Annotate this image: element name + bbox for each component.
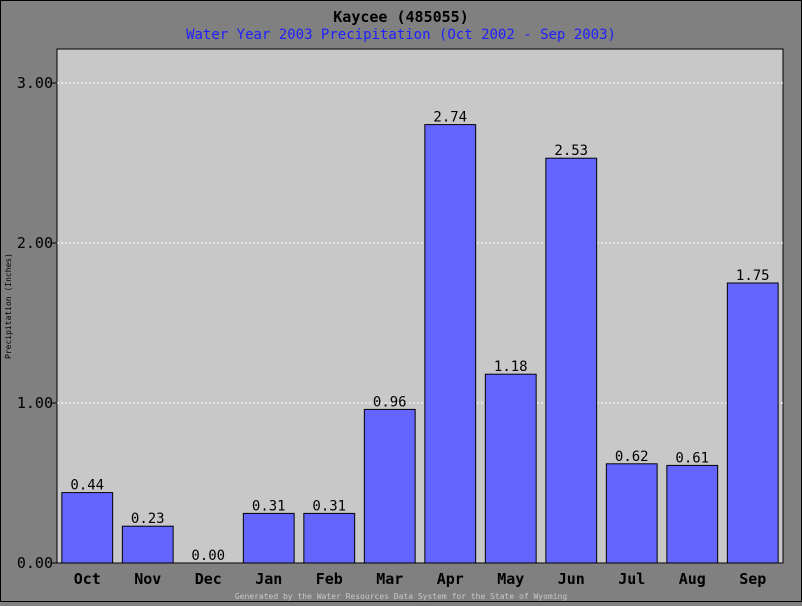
value-label: 0.61 xyxy=(675,450,709,466)
x-tick-label: Jul xyxy=(618,570,645,588)
value-label: 0.62 xyxy=(615,449,649,465)
chart-subtitle: Water Year 2003 Precipitation (Oct 2002 … xyxy=(186,27,616,43)
value-label: 0.23 xyxy=(131,511,165,527)
y-axis-label: Precipitation (Inches) xyxy=(4,253,13,359)
bar-apr xyxy=(424,124,477,564)
value-label: 0.96 xyxy=(373,394,407,410)
bar-nov xyxy=(121,525,174,564)
bar-jan xyxy=(242,512,295,564)
y-tick-label: 1.00 xyxy=(17,394,53,412)
chart-footer: Generated by the Water Resources Data Sy… xyxy=(235,592,568,601)
bar-sep xyxy=(726,282,779,564)
bar-jul xyxy=(605,463,658,564)
value-label: 0.44 xyxy=(70,478,104,494)
value-label: 0.00 xyxy=(191,548,225,564)
y-axis: 0.00 1.00 2.00 3.00 xyxy=(17,74,57,572)
bar-aug xyxy=(666,464,719,564)
x-tick-label: Jan xyxy=(255,570,282,588)
x-tick-label: Jun xyxy=(558,570,585,588)
value-label: 2.53 xyxy=(554,143,588,159)
bar-jun xyxy=(545,157,598,564)
x-axis: Oct Nov Dec Jan Feb Mar Apr May Jun Jul Aug Sep xyxy=(74,570,767,588)
value-label: 2.74 xyxy=(433,110,467,126)
bar-feb xyxy=(303,512,356,564)
value-label: 1.18 xyxy=(494,359,528,375)
chart-title: Kaycee (485055) xyxy=(333,8,468,26)
x-tick-label: Apr xyxy=(437,570,464,588)
y-tick-label: 0.00 xyxy=(17,554,53,572)
bar-oct xyxy=(61,492,114,564)
value-label: 0.31 xyxy=(252,498,286,514)
value-label: 0.31 xyxy=(312,498,346,514)
y-tick-label: 2.00 xyxy=(17,234,53,252)
y-tick-label: 3.00 xyxy=(17,74,53,92)
x-tick-label: Oct xyxy=(74,570,101,588)
x-tick-label: Dec xyxy=(195,570,222,588)
value-label: 1.75 xyxy=(736,268,770,284)
x-tick-label: May xyxy=(497,570,524,588)
x-tick-label: Feb xyxy=(316,570,343,588)
bar-may xyxy=(484,373,537,564)
x-tick-label: Nov xyxy=(134,570,161,588)
x-tick-label: Sep xyxy=(739,570,766,588)
x-tick-label: Aug xyxy=(679,570,706,588)
x-tick-label: Mar xyxy=(376,570,403,588)
bar-mar xyxy=(363,408,416,564)
plot-area xyxy=(56,48,784,564)
value-labels: 0.44 0.23 0.00 0.31 0.31 0.96 2.74 1.18 2.53 0.62… xyxy=(70,110,769,564)
bars xyxy=(61,124,779,564)
grid-lines xyxy=(57,82,783,404)
